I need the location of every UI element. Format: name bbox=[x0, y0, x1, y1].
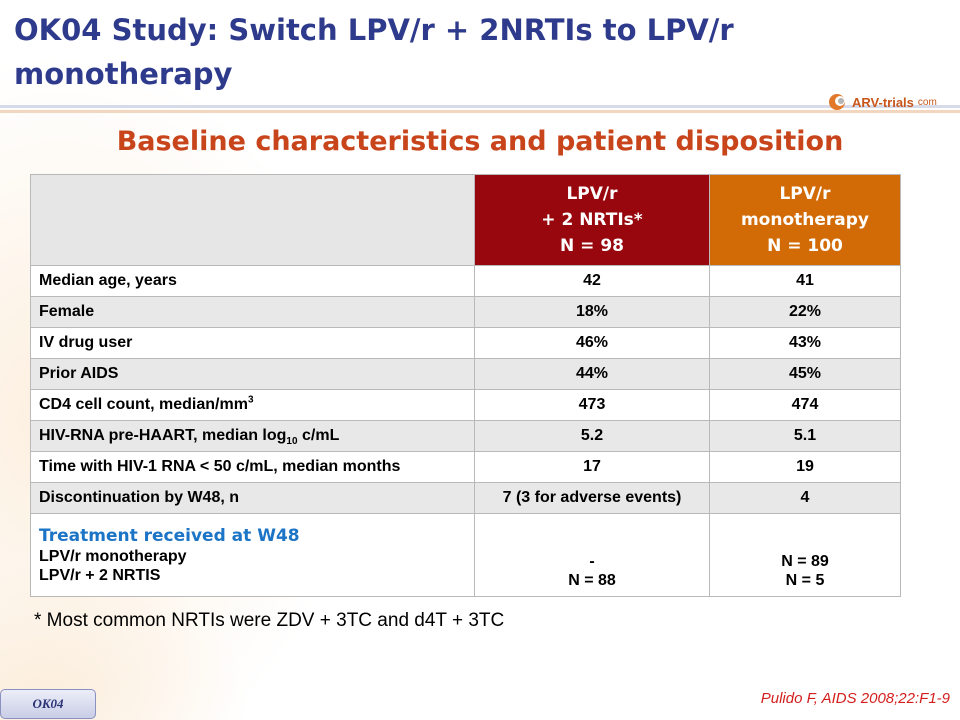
title-line-2: monotherapy bbox=[14, 57, 233, 91]
treatment-b-line1: N = 89 bbox=[781, 553, 829, 570]
cell-lpvr-mono: 45% bbox=[709, 358, 901, 390]
cell-lpvr-mono: 19 bbox=[709, 451, 901, 483]
col1-line3: N = 98 bbox=[560, 236, 624, 256]
header-corner-cell bbox=[30, 174, 475, 266]
col2-line3: N = 100 bbox=[767, 236, 843, 256]
cell-lpvr-nrtis: 7 (3 for adverse events) bbox=[474, 482, 710, 514]
baseline-table: LPV/r + 2 NRTIs* N = 98 LPV/r monotherap… bbox=[30, 174, 901, 597]
row-label: Discontinuation by W48, n bbox=[30, 482, 475, 514]
treatment-row: Treatment received at W48 LPV/r monother… bbox=[30, 513, 901, 597]
row-label: Time with HIV-1 RNA < 50 c/mL, median mo… bbox=[30, 451, 475, 483]
cell-lpvr-mono: 5.1 bbox=[709, 420, 901, 452]
table-row: HIV-RNA pre-HAART, median log10 c/mL 5.2… bbox=[30, 420, 901, 452]
page-title: OK04 Study: Switch LPV/r + 2NRTIs to LPV… bbox=[14, 8, 814, 96]
footnote: * Most common NRTIs were ZDV + 3TC and d… bbox=[34, 610, 505, 631]
row-label: Median age, years bbox=[30, 265, 475, 297]
table-row: CD4 cell count, median/mm3 473 474 bbox=[30, 389, 901, 421]
col2-line1: LPV/r bbox=[779, 184, 831, 204]
row-label: IV drug user bbox=[30, 327, 475, 359]
cell-lpvr-nrtis: 5.2 bbox=[474, 420, 710, 452]
column-header-lpvr-nrtis: LPV/r + 2 NRTIs* N = 98 bbox=[474, 174, 710, 266]
treatment-label-cell: Treatment received at W48 LPV/r monother… bbox=[30, 513, 475, 597]
treatment-cell-lpvr-nrtis: - N = 88 bbox=[474, 513, 710, 597]
logo-swirl-icon bbox=[829, 94, 845, 110]
cell-lpvr-mono: 22% bbox=[709, 296, 901, 328]
cell-lpvr-nrtis: 473 bbox=[474, 389, 710, 421]
slide-subtitle: Baseline characteristics and patient dis… bbox=[116, 126, 844, 157]
cell-lpvr-nrtis: 46% bbox=[474, 327, 710, 359]
row-label-sup: 3 bbox=[247, 394, 254, 406]
treatment-a-line2: N = 88 bbox=[568, 572, 616, 589]
treatment-a-line1: - bbox=[589, 553, 595, 570]
cell-lpvr-mono: 43% bbox=[709, 327, 901, 359]
table-row: Median age, years 42 41 bbox=[30, 265, 901, 297]
treatment-b-line2: N = 5 bbox=[785, 572, 825, 589]
treatment-cell-lpvr-mono: N = 89 N = 5 bbox=[709, 513, 901, 597]
col2-line2: monotherapy bbox=[740, 210, 870, 230]
table-row: Time with HIV-1 RNA < 50 c/mL, median mo… bbox=[30, 451, 901, 483]
cell-lpvr-nrtis: 44% bbox=[474, 358, 710, 390]
row-label: Prior AIDS bbox=[30, 358, 475, 390]
table-row: Discontinuation by W48, n 7 (3 for adver… bbox=[30, 482, 901, 514]
treatment-heading: Treatment received at W48 bbox=[39, 526, 300, 546]
table-row: IV drug user 46% 43% bbox=[30, 327, 901, 359]
logo-domain: com bbox=[917, 96, 937, 108]
cell-lpvr-nrtis: 42 bbox=[474, 265, 710, 297]
row-label-main: CD4 cell count, median/mm bbox=[39, 396, 248, 413]
treatment-line-mono: LPV/r monotherapy bbox=[39, 548, 187, 565]
row-label-main: HIV-RNA pre-HAART, median log bbox=[39, 427, 287, 444]
row-label: CD4 cell count, median/mm3 bbox=[30, 389, 475, 421]
col1-line1: LPV/r bbox=[566, 184, 618, 204]
title-divider bbox=[0, 103, 960, 117]
study-tag-button[interactable]: OK04 bbox=[0, 689, 96, 719]
col1-line2: + 2 NRTIs* bbox=[541, 210, 643, 230]
title-line-1: OK04 Study: Switch LPV/r + 2NRTIs to LPV… bbox=[14, 13, 734, 47]
cell-lpvr-mono: 474 bbox=[709, 389, 901, 421]
cell-lpvr-nrtis: 17 bbox=[474, 451, 710, 483]
table-row: Female 18% 22% bbox=[30, 296, 901, 328]
cell-lpvr-nrtis: 18% bbox=[474, 296, 710, 328]
column-header-lpvr-mono: LPV/r monotherapy N = 100 bbox=[709, 174, 901, 266]
cell-lpvr-mono: 4 bbox=[709, 482, 901, 514]
cell-lpvr-mono: 41 bbox=[709, 265, 901, 297]
treatment-line-nrtis: LPV/r + 2 NRTIS bbox=[39, 567, 161, 584]
arv-trials-logo: ARV-trials com bbox=[828, 90, 937, 114]
table-row: Prior AIDS 44% 45% bbox=[30, 358, 901, 390]
logo-text: ARV-trials bbox=[852, 94, 914, 110]
citation: Pulido F, AIDS 2008;22:F1-9 bbox=[760, 690, 950, 707]
row-label-tail: c/mL bbox=[297, 427, 340, 444]
table-header-row: LPV/r + 2 NRTIs* N = 98 LPV/r monotherap… bbox=[30, 174, 901, 266]
row-label: HIV-RNA pre-HAART, median log10 c/mL bbox=[30, 420, 475, 452]
row-label: Female bbox=[30, 296, 475, 328]
row-label-sub: 10 bbox=[286, 436, 298, 448]
